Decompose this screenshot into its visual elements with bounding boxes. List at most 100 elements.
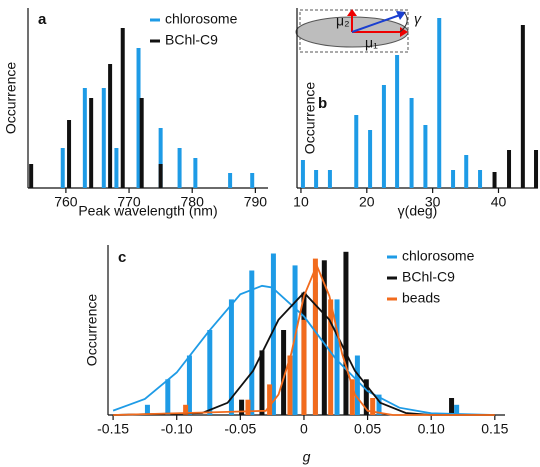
x-axis-title: γ(deg) [398,203,438,219]
panel-label: c [118,249,126,266]
bar [89,98,94,188]
x-tick-label: 0 [300,421,308,437]
x-tick-label: 30 [425,194,441,210]
bar [300,160,305,188]
x-tick-label: 770 [117,194,141,210]
inset-angle [399,11,408,33]
x-tick-label: 0.15 [481,421,508,437]
inset-arrowhead [347,9,357,16]
bar [267,384,273,415]
bar [177,148,182,188]
bar [136,48,141,188]
bar [281,330,287,415]
x-tick-label: 760 [54,194,78,210]
bar [492,172,497,188]
bar [158,128,163,188]
bar [343,251,349,415]
fit-curve [113,291,495,416]
inset-arrow [351,14,401,33]
bar [395,55,400,188]
bar [228,299,234,415]
bar [108,64,113,188]
bar [354,115,359,188]
bar [186,355,192,415]
bar [228,173,233,188]
inset-diagram: μ₂ μ₁ γ [295,9,422,53]
bar [354,355,360,415]
x-tick-label: 790 [244,194,268,210]
bar [101,88,106,188]
bar [245,399,251,415]
y-axis-title: Occurrence [302,82,318,155]
bar [193,158,198,188]
bar [158,164,163,188]
x-tick-label: -0.05 [224,421,256,437]
bar [301,319,307,415]
panel: -0.15 -0.10 -0.05 0 0.05 0.10 0.15 chlorosome BC… [84,245,509,465]
bar [449,398,455,415]
bar [250,173,255,188]
bar [349,379,355,415]
bar [207,330,213,415]
legend-label: BChl-C9 [402,269,455,285]
bar [363,379,369,415]
legend-label: BChl-C9 [165,32,218,48]
fit-curve [112,284,495,416]
inset-label: μ₁ [365,35,378,51]
bar [259,350,265,415]
bar [314,170,319,188]
panel: 10 20 30 40 b γ(deg) Occurrence [293,8,539,219]
bar [437,18,442,188]
legend-label: beads [402,290,440,306]
bar [409,98,414,188]
bar [120,28,125,188]
bar [376,394,382,415]
bar [478,170,483,188]
bar [249,270,255,415]
bar [82,88,87,188]
x-tick-label: 10 [293,194,309,210]
bar [534,150,539,188]
bar [29,164,34,188]
bar [321,260,327,415]
bar [239,399,245,415]
fit-curve [113,263,495,416]
x-axis-title: g [303,449,311,465]
y-axis-title: Occurrence [3,62,19,135]
inset-label: γ [414,11,422,27]
panel-label: a [38,11,47,28]
bar [334,299,340,415]
bar [312,258,318,415]
legend-label: chlorosome [402,248,475,264]
bar [144,404,150,415]
legend-label: chlorosome [165,11,238,27]
bar [139,98,144,188]
bar [328,299,334,415]
x-tick-label: 780 [181,194,205,210]
bar [165,379,171,415]
bar [183,404,189,415]
x-tick-label: 20 [359,194,375,210]
bar [423,125,428,188]
panel-label: b [318,95,327,112]
panel: 760 770 780 790 chlorosome BChl-C9 a Peak wavel… [3,8,268,219]
bar [520,25,525,188]
bar [287,355,293,415]
x-axis-title: Peak wavelength (nm) [78,203,217,219]
x-tick-label: 40 [491,194,507,210]
inset-arrowhead [396,11,406,20]
bar [327,170,332,188]
bar [368,130,373,188]
bar [507,150,512,188]
x-tick-label: -0.10 [161,421,193,437]
bar [454,404,460,415]
bar [370,398,376,415]
x-tick-label: -0.15 [97,421,129,437]
y-axis-title: Occurrence [84,294,100,367]
bar [464,155,469,188]
x-tick-label: 0.05 [354,421,381,437]
x-tick-label: 0.10 [418,421,445,437]
bar [67,120,72,188]
